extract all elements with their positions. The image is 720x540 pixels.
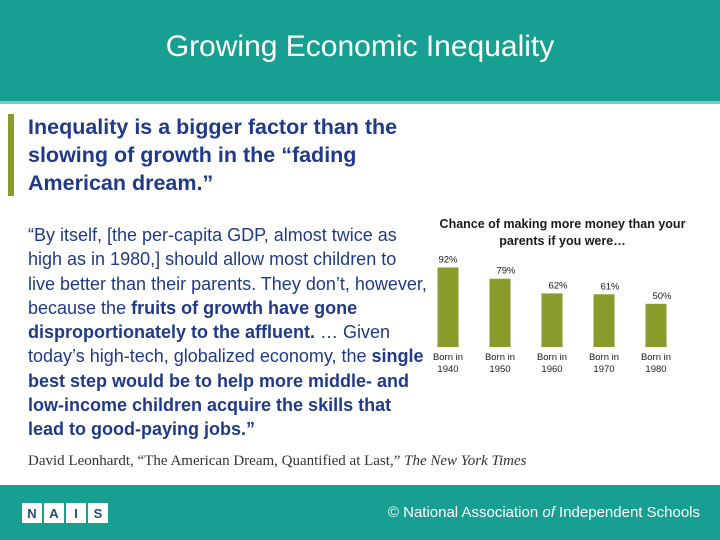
bar-born-in-1950 <box>489 278 511 347</box>
value-label: 61% <box>600 281 620 292</box>
category-label: 1970 <box>593 364 614 375</box>
copyright-symbol: © <box>387 504 399 521</box>
chart-title: Chance of making more money than your pa… <box>439 217 686 248</box>
footer-bar <box>0 485 720 540</box>
category-label: Born in <box>485 352 515 363</box>
quote-bold1: fruits of growth have gone disproportion… <box>28 297 358 343</box>
category-label: 1940 <box>437 364 458 375</box>
bar-born-in-1980 <box>645 303 667 347</box>
category-label: 1960 <box>541 364 562 375</box>
bar-born-in-1960 <box>541 293 563 347</box>
title-accent-line <box>0 101 720 104</box>
logo-letter: I <box>66 503 86 523</box>
category-label: Born in <box>537 352 567 363</box>
value-label: 92% <box>438 255 458 266</box>
citation-prefix: David Leonhardt, “The American Dream, Qu… <box>28 453 405 469</box>
category-label: Born in <box>589 352 619 363</box>
category-label: Born in <box>641 352 671 363</box>
logo-letter: N <box>22 503 42 523</box>
category-label: 1950 <box>489 364 510 375</box>
nais-logo: N A I S <box>22 503 108 525</box>
quote-bold2: single best step would be to help more m… <box>28 346 424 440</box>
org-name-part2: of <box>542 504 555 521</box>
category-label: Born in <box>433 352 463 363</box>
slide-title: Growing Economic Inequality <box>165 30 555 63</box>
value-label: 50% <box>652 291 672 302</box>
value-label: 62% <box>548 280 568 291</box>
footer-organization: © National Association of Independent Sc… <box>388 504 700 521</box>
logo-letter: S <box>88 503 108 523</box>
value-label: 79% <box>496 266 516 277</box>
org-name-part3: Independent Schools <box>554 504 700 521</box>
citation: David Leonhardt, “The American Dream, Qu… <box>28 453 688 470</box>
category-label: 1980 <box>645 364 666 375</box>
citation-source: The New York Times <box>404 453 527 469</box>
bar-born-in-1940 <box>437 267 459 347</box>
bar-born-in-1970 <box>593 294 615 347</box>
quote-part1: “By itself, [the per-capita GDP, almost … <box>28 225 427 318</box>
org-name-part1: National Association <box>403 504 543 521</box>
quote-text: “By itself, [the per-capita GDP, almost … <box>28 223 428 442</box>
subhead-accent-bar <box>8 114 14 196</box>
quote-part2: … Given today’s high-tech, globalized ec… <box>28 322 391 367</box>
title-bar <box>0 0 720 101</box>
subhead-text: Inequality is a bigger factor than the s… <box>28 115 398 195</box>
logo-letter: A <box>44 503 64 523</box>
